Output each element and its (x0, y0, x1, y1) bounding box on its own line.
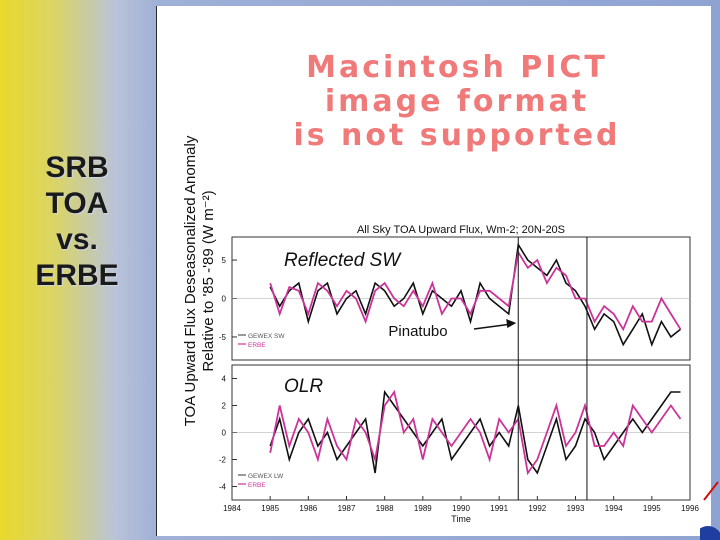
legend-entry: ERBE (248, 482, 266, 489)
slide-title-line: ERBE (35, 259, 119, 292)
x-tick-label: 1984 (223, 504, 241, 513)
x-tick-label: 1987 (338, 504, 356, 513)
y-tick-label: -2 (219, 456, 227, 465)
y-tick-label: 0 (222, 429, 227, 438)
series-line-erbe (269, 389, 682, 476)
pinatubo-arrow-head (506, 319, 517, 328)
pinatubo-arrow-shaft (473, 323, 513, 330)
figure-panel: TOA Upward Flux Deseasonalized Anomaly R… (156, 6, 711, 536)
y-tick-label: 4 (222, 375, 227, 384)
x-tick-label: 1993 (567, 504, 585, 513)
slide-title: SRB TOA vs. ERBE (14, 150, 140, 294)
chart-title: All Sky TOA Upward Flux, Wm-2; 20N-20S (357, 224, 565, 236)
x-tick-label: 1995 (643, 504, 661, 513)
x-tick-label: 1985 (261, 504, 279, 513)
x-tick-label: 1992 (528, 504, 546, 513)
y-tick-label: 0 (222, 295, 227, 304)
y-tick-label: -4 (219, 483, 227, 492)
x-tick-label: 1988 (376, 504, 394, 513)
x-tick-label: 1996 (681, 504, 699, 513)
slide-title-line: TOA (45, 187, 109, 220)
y-tick-label: 2 (222, 402, 227, 411)
x-tick-label: 1994 (605, 504, 623, 513)
placeholder-line: is not supported (293, 118, 621, 153)
placeholder-line: image format (324, 84, 590, 119)
x-tick-label: 1990 (452, 504, 470, 513)
panel-label-reflected-sw: Reflected SW (284, 250, 402, 271)
decorative-corner-mark (700, 481, 720, 540)
x-tick-label: 1991 (490, 504, 508, 513)
legend-entry: GEWEX LW (248, 473, 284, 480)
series-line-erbe (269, 249, 682, 332)
y-tick-label: -5 (219, 333, 227, 342)
legend-entry: ERBE (248, 342, 266, 349)
placeholder-line: Macintosh PICT (306, 50, 608, 85)
x-tick-label: 1986 (299, 504, 317, 513)
slide-title-line: vs. (56, 223, 98, 256)
slide-title-line: SRB (45, 151, 109, 184)
legend-entry: GEWEX SW (248, 333, 285, 340)
panel-label-olr: OLR (284, 376, 323, 397)
unsupported-image-placeholder: Macintosh PICT image format is not suppo… (217, 51, 697, 153)
y-tick-label: 5 (222, 256, 227, 265)
x-axis-label: Time (451, 514, 471, 524)
x-tick-label: 1989 (414, 504, 432, 513)
pinatubo-label: Pinatubo (388, 323, 447, 340)
